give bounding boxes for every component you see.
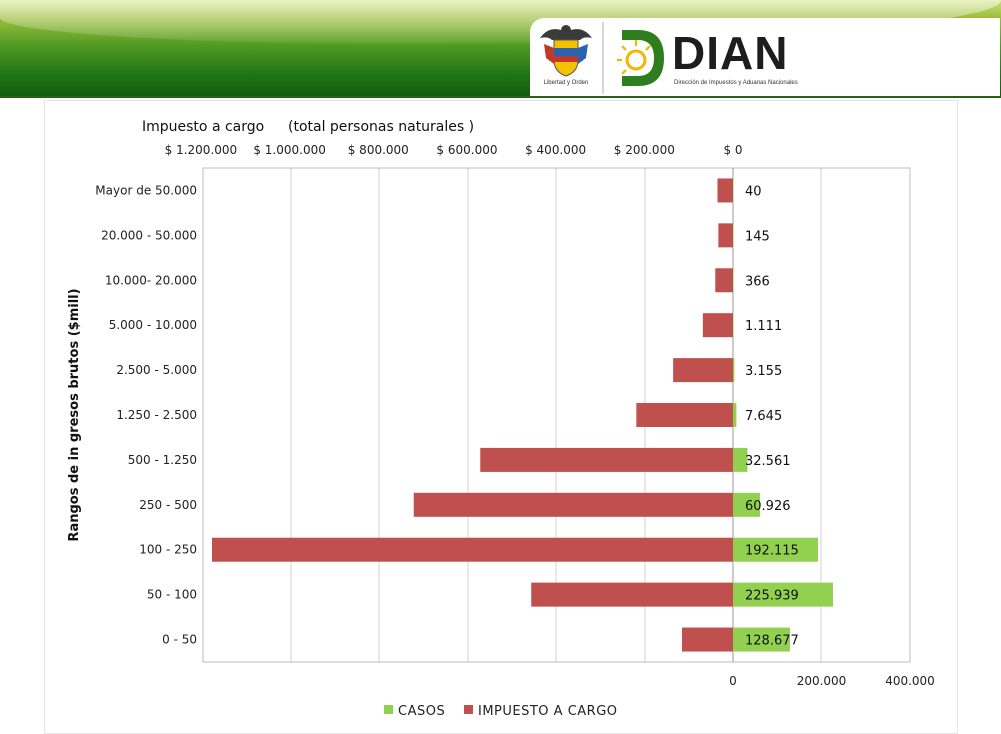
bottom-tick-label: 200.000 <box>797 674 847 688</box>
tax-bar <box>718 223 733 247</box>
top-tick-label: $ 400.000 <box>525 143 586 157</box>
category-label: 5.000 - 10.000 <box>109 318 197 332</box>
legend-swatch-casos <box>384 705 393 714</box>
legend-swatch-impuesto <box>464 705 473 714</box>
tax-bar <box>703 313 733 337</box>
cases-value-label: 145 <box>745 229 770 244</box>
tax-bar <box>212 538 733 562</box>
bars <box>212 178 833 651</box>
top-axis: $ 0 $ 200.000 $ 400.000 $ 600.000 $ 800.000 $… <box>165 143 743 157</box>
cases-value-label: 192.115 <box>745 544 799 559</box>
cases-bar <box>733 358 734 382</box>
tax-bar <box>480 448 733 472</box>
category-label: 500 - 1.250 <box>128 453 197 467</box>
chart-subtitle: (total personas naturales ) <box>288 119 474 135</box>
top-tick-label: $ 600.000 <box>436 143 497 157</box>
cases-value-label: 32.561 <box>745 454 791 469</box>
top-tick-label: $ 1.000.000 <box>253 143 326 157</box>
bottom-axis: 0 200.000 400.000 <box>729 674 935 688</box>
category-label: Mayor de 50.000 <box>95 183 197 197</box>
cases-value-label: 225.939 <box>745 589 799 604</box>
cases-value-label: 366 <box>745 274 770 289</box>
bottom-tick-label: 400.000 <box>885 674 935 688</box>
tax-bar <box>414 493 733 517</box>
tax-bar <box>715 268 733 292</box>
tax-bar <box>636 403 733 427</box>
category-label: 10.000- 20.000 <box>105 273 197 287</box>
legend: CASOS IMPUESTO A CARGO <box>384 704 618 719</box>
category-label: 250 - 500 <box>139 498 197 512</box>
tax-bar <box>717 178 733 202</box>
category-label: 50 - 100 <box>147 588 197 602</box>
cases-value-label: 40 <box>745 184 762 199</box>
top-tick-label: $ 1.200.000 <box>165 143 238 157</box>
category-label: 100 - 250 <box>139 543 197 557</box>
top-tick-label: $ 200.000 <box>614 143 675 157</box>
cases-value-label: 60.926 <box>745 499 791 514</box>
tax-bar <box>673 358 733 382</box>
top-tick-label: $ 800.000 <box>348 143 409 157</box>
category-label: 0 - 50 <box>162 633 197 647</box>
category-label: 1.250 - 2.500 <box>116 408 197 422</box>
tax-bar <box>531 583 733 607</box>
category-label: 2.500 - 5.000 <box>116 363 197 377</box>
top-tick-label: $ 0 <box>723 143 742 157</box>
cases-value-label: 3.155 <box>745 364 782 379</box>
cases-value-label: 7.645 <box>745 409 782 424</box>
category-axis: 0 - 50 50 - 100 100 - 250 250 - 500 500 - 1.… <box>95 183 197 646</box>
chart-title: Impuesto a cargo <box>142 119 264 135</box>
legend-label-impuesto: IMPUESTO A CARGO <box>478 704 618 719</box>
legend-label-casos: CASOS <box>398 704 445 719</box>
y-axis-title: Rangos de in gresos brutos ($mill) <box>67 288 82 541</box>
bottom-tick-label: 0 <box>729 674 737 688</box>
cases-value-label: 128.677 <box>745 634 799 649</box>
cases-value-label: 1.111 <box>745 319 782 334</box>
cases-bar <box>733 403 736 427</box>
tax-bar <box>682 628 733 652</box>
category-label: 20.000 - 50.000 <box>101 228 197 242</box>
data-labels: 128.677 225.939 192.115 60.926 32.561 7.645 3.… <box>745 184 799 648</box>
